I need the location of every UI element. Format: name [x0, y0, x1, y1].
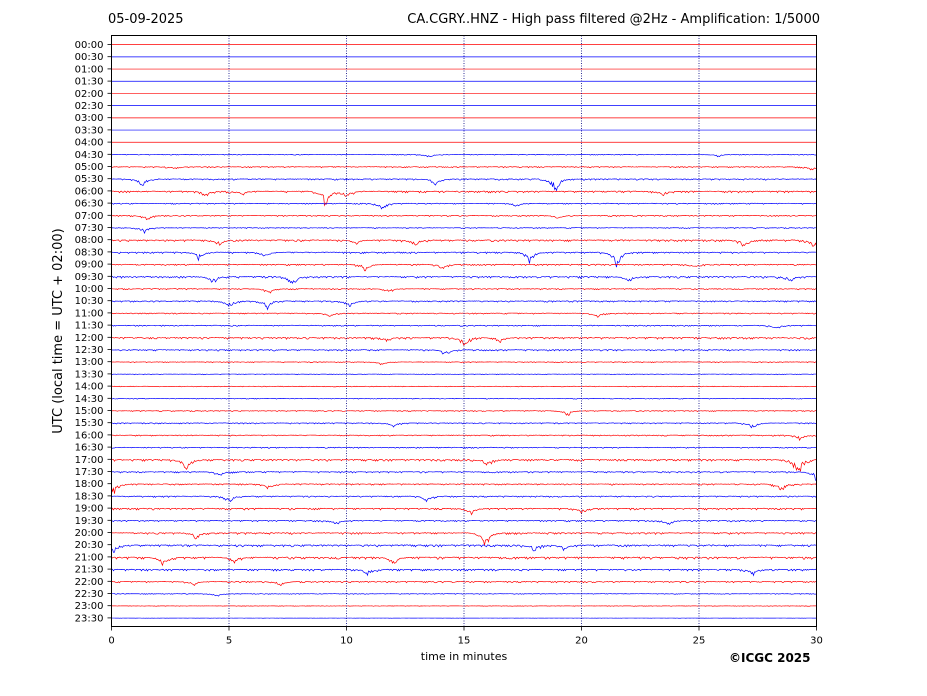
- y-tick-label: 23:30: [75, 613, 104, 624]
- y-tick-label: 05:00: [75, 162, 104, 173]
- y-tick-label: 17:30: [75, 467, 104, 478]
- traces-layer: [111, 44, 817, 619]
- y-tick-label: 16:30: [75, 443, 104, 454]
- y-tick-label: 22:30: [75, 589, 104, 600]
- copyright-label: ©ICGC 2025: [729, 651, 811, 665]
- y-tick-label: 07:30: [75, 223, 104, 234]
- trace-1300: [111, 361, 817, 366]
- chart-title: CA.CGRY..HNZ - High pass filtered @2Hz -…: [407, 12, 820, 27]
- trace-1700: [111, 458, 817, 472]
- trace-2130: [111, 568, 817, 577]
- grid-layer: [228, 35, 700, 627]
- x-tick-label: 20: [575, 636, 588, 647]
- date-label: 05-09-2025: [108, 12, 184, 27]
- y-tick-label: 13:30: [75, 369, 104, 380]
- trace-0830: [111, 251, 817, 268]
- y-tick-label: 06:00: [75, 186, 104, 197]
- y-tick-label: 12:00: [75, 333, 104, 344]
- y-tick-label: 13:00: [75, 357, 104, 368]
- y-tick-label: 08:00: [75, 235, 104, 246]
- y-tick-label: 11:30: [75, 321, 104, 332]
- y-tick-label: 00:00: [75, 40, 104, 51]
- x-axis-label: time in minutes: [421, 650, 508, 663]
- y-tick-label: 01:30: [75, 77, 104, 88]
- trace-0500: [111, 166, 817, 171]
- x-tick-label: 5: [226, 636, 232, 647]
- trace-0530: [111, 178, 817, 192]
- y-tick-label: 04:30: [75, 150, 104, 161]
- y-tick-label: 22:00: [75, 577, 104, 588]
- y-tick-label: 07:00: [75, 211, 104, 222]
- y-tick-label: 03:30: [75, 125, 104, 136]
- x-tick-label: 25: [693, 636, 706, 647]
- y-tick-label: 21:30: [75, 565, 104, 576]
- y-tick-label: 15:30: [75, 418, 104, 429]
- y-tick-label: 10:00: [75, 284, 104, 295]
- y-tick-label: 20:30: [75, 540, 104, 551]
- y-tick-label: 04:00: [75, 138, 104, 149]
- y-tick-label: 14:30: [75, 394, 104, 405]
- y-tick-label: 09:30: [75, 272, 104, 283]
- trace-1730: [111, 471, 817, 482]
- x-tick-labels: 0 5 10 15 20 25 30: [108, 626, 823, 647]
- trace-1230: [111, 349, 817, 355]
- y-tick-label: 06:30: [75, 199, 104, 210]
- trace-2000: [111, 532, 817, 546]
- y-tick-label: 12:30: [75, 345, 104, 356]
- x-tick-label: 10: [340, 636, 353, 647]
- y-tick-label: 05:30: [75, 174, 104, 185]
- y-tick-label: 03:00: [75, 113, 104, 124]
- y-tick-label: 21:00: [75, 552, 104, 563]
- y-tick-label: 00:30: [75, 52, 104, 63]
- y-tick-label: 16:00: [75, 430, 104, 441]
- y-tick-label: 18:00: [75, 479, 104, 490]
- y-tick-label: 19:30: [75, 516, 104, 527]
- y-tick-label: 11:00: [75, 308, 104, 319]
- y-tick-label: 18:30: [75, 491, 104, 502]
- x-tick-label: 15: [458, 636, 471, 647]
- y-tick-label: 01:00: [75, 64, 104, 75]
- trace-0900: [111, 263, 817, 272]
- trace-0930: [111, 275, 817, 284]
- y-tick-label: 08:30: [75, 247, 104, 258]
- x-tick-label: 30: [810, 636, 823, 647]
- y-tick-label: 17:00: [75, 455, 104, 466]
- trace-0430: [111, 154, 817, 158]
- x-tick-label: 0: [108, 636, 114, 647]
- y-tick-label: 10:30: [75, 296, 104, 307]
- trace-1200: [111, 336, 817, 346]
- y-tick-label: 02:00: [75, 89, 104, 100]
- trace-2200: [111, 580, 817, 586]
- y-tick-label: 23:00: [75, 601, 104, 612]
- trace-1630: [111, 446, 817, 449]
- trace-1330: [111, 373, 817, 376]
- y-tick-label: 15:00: [75, 406, 104, 417]
- y-tick-label: 19:00: [75, 504, 104, 515]
- y-tick-label: 14:00: [75, 382, 104, 393]
- trace-2100: [111, 556, 817, 567]
- y-axis-label: UTC (local time = UTC + 02:00): [51, 228, 66, 433]
- y-tick-label: 02:30: [75, 101, 104, 112]
- y-tick-label: 20:00: [75, 528, 104, 539]
- y-tick-label: 09:00: [75, 260, 104, 271]
